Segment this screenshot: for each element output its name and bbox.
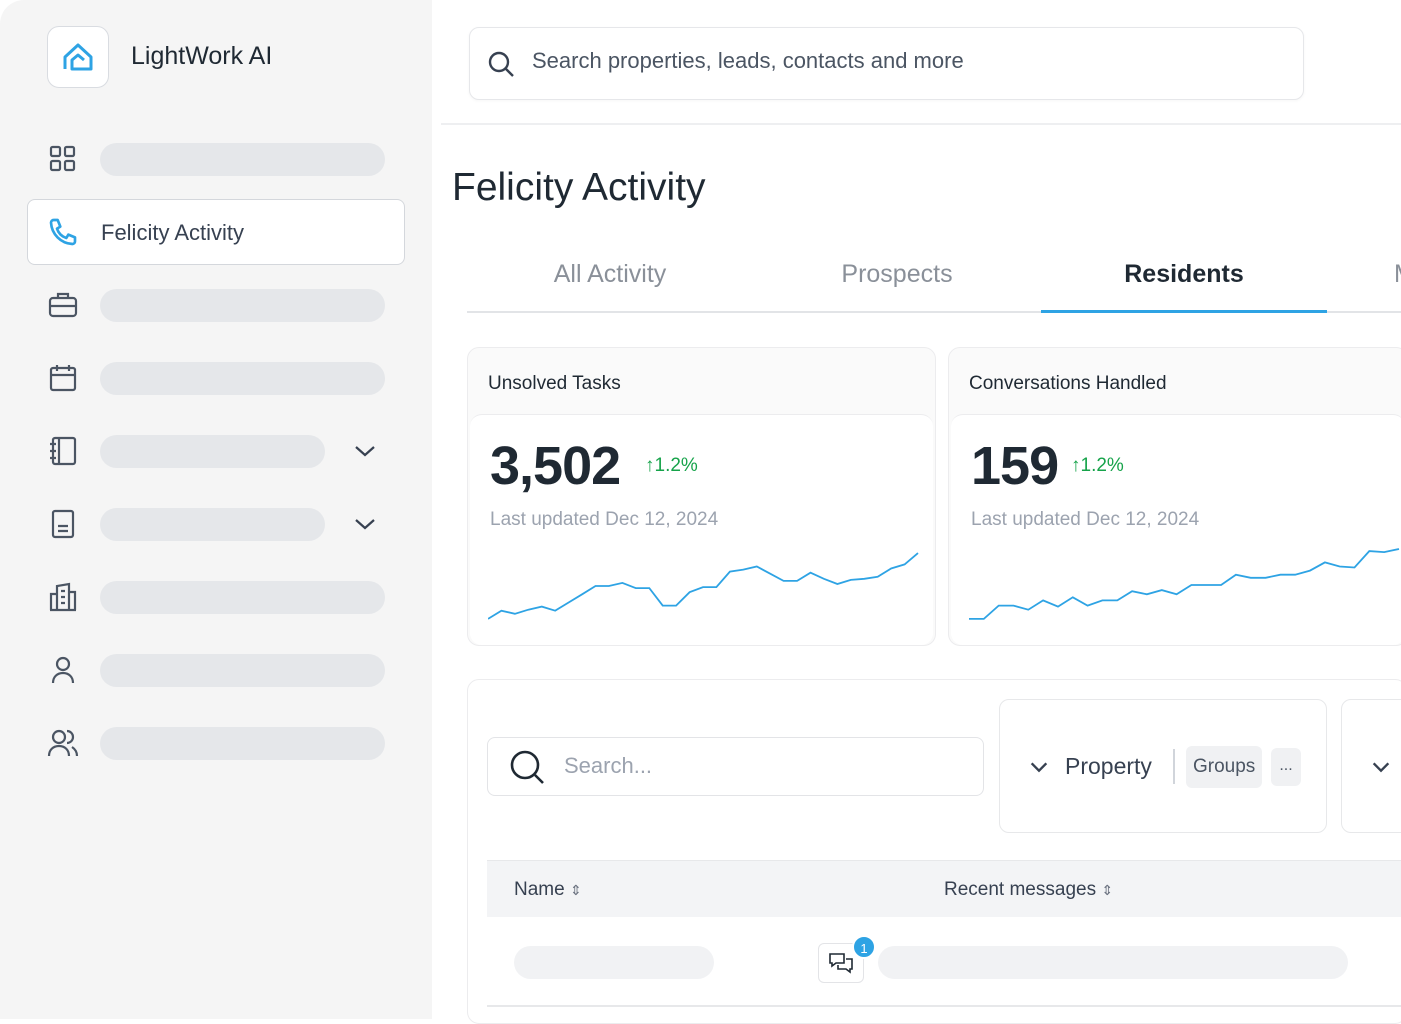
sparkline-line — [969, 548, 1400, 620]
stat-card-conversations-handled: Conversations Handled 159 ↑1.2% Last upd… — [948, 347, 1401, 646]
sort-icon: ⇕ — [1101, 882, 1114, 898]
table-search-input[interactable] — [564, 753, 944, 779]
tab-all-activity[interactable]: All Activity — [553, 260, 667, 288]
home-logo-icon — [63, 43, 93, 71]
filter-chip-groups[interactable]: Groups — [1186, 746, 1263, 788]
tab-more[interactable]: M — [1328, 260, 1401, 289]
logo[interactable] — [47, 26, 109, 88]
stat-title: Unsolved Tasks — [488, 373, 621, 394]
message-placeholder — [878, 946, 1348, 979]
brand-name: LightWork AI — [131, 42, 273, 70]
sparkline-chart — [488, 552, 919, 620]
search-icon — [488, 51, 514, 77]
stat-title: Conversations Handled — [969, 373, 1167, 394]
chevron-down-icon[interactable] — [353, 512, 377, 536]
chevron-down-icon[interactable] — [353, 439, 377, 463]
stat-delta: ↑1.2% — [1071, 455, 1124, 476]
sidebar-item-placeholder[interactable] — [100, 435, 325, 468]
column-header-recent-messages[interactable]: Recent messages ⇕ — [944, 879, 1114, 900]
arrow-up-icon: ↑ — [1071, 455, 1081, 476]
chat-bubbles-icon — [829, 953, 853, 974]
briefcase-icon[interactable] — [46, 288, 80, 322]
table-header: Name ⇕ Recent messages ⇕ — [487, 860, 1401, 917]
sort-icon: ⇕ — [569, 882, 582, 898]
filter-more-chip[interactable]: ... — [1271, 748, 1301, 786]
stat-delta: ↑1.2% — [645, 455, 698, 476]
sidebar-item-felicity-activity[interactable]: Felicity Activity — [27, 199, 405, 265]
document-icon[interactable] — [46, 507, 80, 541]
sidebar-item-placeholder[interactable] — [100, 508, 325, 541]
tab-prospects[interactable]: Prospects — [841, 260, 953, 288]
name-placeholder — [514, 946, 714, 979]
sparkline-chart — [969, 548, 1400, 620]
unread-badge: 1 — [852, 935, 876, 959]
search-input[interactable] — [532, 48, 1232, 74]
global-search[interactable] — [469, 27, 1304, 100]
sidebar-item-placeholder[interactable] — [100, 143, 385, 176]
chevron-down-icon — [1030, 762, 1048, 773]
sidebar: LightWork AI Felicity Activity — [0, 0, 432, 1019]
tab-residents[interactable]: Residents — [1041, 260, 1327, 313]
user-icon[interactable] — [46, 653, 80, 687]
sidebar-item-label: Felicity Activity — [101, 220, 245, 245]
table-row[interactable]: 1 — [487, 917, 1401, 1007]
column-header-name[interactable]: Name ⇕ — [514, 879, 582, 900]
header-divider — [441, 123, 1401, 125]
chevron-down-icon — [1372, 762, 1390, 773]
notebook-icon[interactable] — [46, 434, 80, 468]
sidebar-item-placeholder[interactable] — [100, 581, 385, 614]
search-icon — [510, 750, 544, 784]
building-icon[interactable] — [46, 580, 80, 614]
phone-icon — [46, 215, 80, 249]
users-icon[interactable] — [46, 726, 80, 760]
page-title: Felicity Activity — [452, 166, 706, 209]
sidebar-item-placeholder[interactable] — [100, 654, 385, 687]
sparkline-line — [488, 552, 919, 620]
grid-icon[interactable] — [46, 142, 80, 176]
stat-updated: Last updated Dec 12, 2024 — [490, 509, 719, 530]
secondary-filter[interactable] — [1341, 699, 1401, 833]
stat-updated: Last updated Dec 12, 2024 — [971, 509, 1200, 530]
filter-label: Property — [1065, 753, 1152, 779]
messages-button[interactable] — [818, 943, 864, 983]
table-search[interactable] — [487, 737, 984, 796]
calendar-icon[interactable] — [46, 361, 80, 395]
tab-bar: All Activity Prospects Residents M — [467, 250, 1401, 313]
property-filter[interactable]: Property Groups ... — [999, 699, 1327, 833]
stat-value: 3,502 — [490, 436, 621, 496]
sidebar-item-placeholder[interactable] — [100, 289, 385, 322]
arrow-up-icon: ↑ — [645, 455, 655, 476]
filter-divider — [1173, 749, 1175, 784]
stat-card-unsolved-tasks: Unsolved Tasks 3,502 ↑1.2% Last updated … — [467, 347, 936, 646]
sidebar-item-placeholder[interactable] — [100, 727, 385, 760]
sidebar-item-placeholder[interactable] — [100, 362, 385, 395]
stat-value: 159 — [971, 436, 1059, 496]
